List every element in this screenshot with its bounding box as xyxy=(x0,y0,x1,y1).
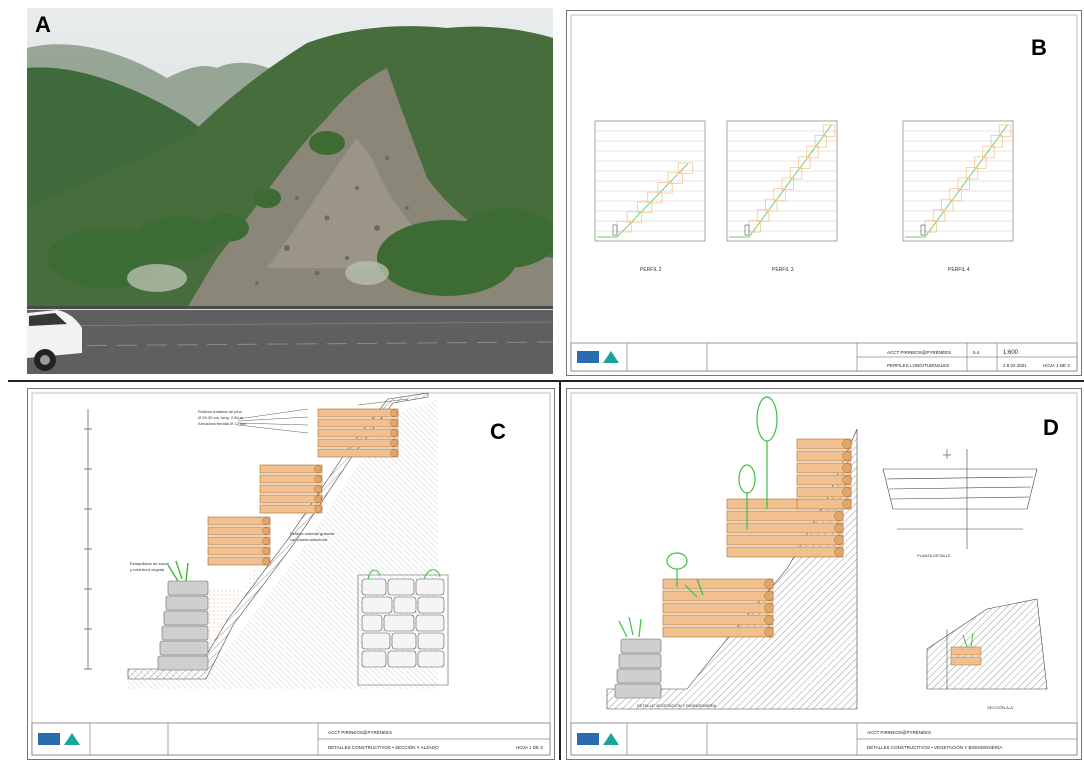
timber-log xyxy=(317,408,399,418)
profile-label: PERFIL 4 xyxy=(948,267,970,273)
title-block-d: ACCT PIRINEOS@PYRÉNÉES DETALLES CONSTRUC… xyxy=(570,722,1078,756)
timber-log xyxy=(662,614,774,626)
panel-a-photo: A xyxy=(27,8,553,374)
section-detail: SECCIÓN A-A' xyxy=(926,598,1048,710)
panel-c-drawing: Rollizos tratados de pino Ø 25-30 cm, lo… xyxy=(27,388,555,760)
panel-d-drawing: PLANTA DETALLE SECCIÓN A-A' DETALLE VEGE… xyxy=(566,388,1082,760)
vegetation-detail-drawing: PLANTA DETALLE SECCIÓN A-A' DETALLE VEGE… xyxy=(570,392,1078,756)
svg-text:Ø 25-30 cm, long. 2,50 m: Ø 25-30 cm, long. 2,50 m xyxy=(198,415,244,420)
title-block-b-project: ACCT PIRINEOS@PYRÉNÉES xyxy=(887,349,951,355)
profile-label: PERFIL 3 xyxy=(772,267,794,273)
panel-b-label: B xyxy=(1031,35,1047,60)
timber-log xyxy=(259,464,323,474)
svg-text:Rollizos tratados de pino: Rollizos tratados de pino xyxy=(198,409,243,414)
profile-plot: PERFIL 4 xyxy=(902,120,1014,273)
timber-log xyxy=(207,536,271,546)
svg-text:DETALLE VEGETACIÓN Y BIOINGENI: DETALLE VEGETACIÓN Y BIOINGENIERÍA xyxy=(637,703,717,708)
timber-log xyxy=(259,484,323,494)
car xyxy=(27,310,82,371)
svg-text:PLANTA DETALLE: PLANTA DETALLE xyxy=(917,553,951,558)
timber-log xyxy=(317,418,399,428)
title-block-c-project: ACCT PIRINEOS@PYRÉNÉES xyxy=(328,729,392,735)
timber-log xyxy=(317,438,399,448)
timber-log xyxy=(662,602,774,614)
timber-log xyxy=(726,510,844,522)
timber-log xyxy=(662,590,774,602)
timber-log xyxy=(207,526,271,536)
plan-detail xyxy=(882,449,1038,549)
title-block-c-drawing: DETALLES CONSTRUCTIVOS • SECCIÓN Y ALZAD… xyxy=(328,744,439,750)
timber-log xyxy=(259,474,323,484)
timber-log xyxy=(259,494,323,504)
timber-log xyxy=(726,546,844,558)
panel-d-label: D xyxy=(1043,415,1059,440)
title-block-b-scale: 1:600 xyxy=(1003,350,1019,356)
panel-c-label: C xyxy=(490,419,506,444)
title-block-b-sheet-count: HOJA 1 DE 3 xyxy=(1043,363,1070,368)
timber-log xyxy=(207,516,271,526)
svg-text:y cobertura vegetal: y cobertura vegetal xyxy=(130,567,164,572)
title-block-d-drawing: DETALLES CONSTRUCTIVOS • VEGETACIÓN Y BI… xyxy=(867,744,1002,750)
profile-label: PERFIL 2 xyxy=(640,267,662,273)
profile-plot: PERFIL 3 xyxy=(726,120,838,273)
timber-log xyxy=(726,534,844,546)
svg-text:con planta autóctona: con planta autóctona xyxy=(290,537,328,542)
landslide-photo xyxy=(27,8,553,374)
timber-log xyxy=(662,578,774,590)
section-elevation-drawing: Rollizos tratados de pino Ø 25-30 cm, lo… xyxy=(31,392,551,756)
separator-horizontal xyxy=(8,380,1084,382)
profiles-drawing: PERFIL 2 PERFIL 3 PERFIL 4 ACCT PIRINEOS@P… xyxy=(570,14,1078,372)
svg-text:SECCIÓN A-A': SECCIÓN A-A' xyxy=(987,705,1014,710)
title-block-b: ACCT PIRINEOS@PYRÉNÉES 5.4 1:600 PERFILE… xyxy=(570,342,1078,372)
title-block-b-drawing: PERFILES LONGITUDINALES xyxy=(887,363,949,368)
timber-log xyxy=(259,504,323,514)
title-block-b-sheet: 5.4 xyxy=(973,350,980,355)
stone-elevation xyxy=(357,569,449,686)
panel-a-label: A xyxy=(35,12,51,37)
title-block-d-project: ACCT PIRINEOS@PYRÉNÉES xyxy=(867,729,931,735)
panel-b-drawing: PERFIL 2 PERFIL 3 PERFIL 4 ACCT PIRINEOS@P… xyxy=(566,10,1082,376)
profile-plot: PERFIL 2 xyxy=(594,120,706,273)
title-block-c-sheet-count: HOJA 1 DE 3 xyxy=(516,745,543,750)
svg-text:Armadura ferralla Ø 12 mm: Armadura ferralla Ø 12 mm xyxy=(198,421,247,426)
svg-text:Estaquillado de sauce: Estaquillado de sauce xyxy=(130,561,170,566)
timber-log xyxy=(317,428,399,438)
separator-vertical xyxy=(559,380,561,760)
title-block-b-date: 2.8.02.2021 xyxy=(1003,363,1027,368)
timber-log xyxy=(317,448,399,458)
timber-log xyxy=(207,556,271,566)
timber-log xyxy=(207,546,271,556)
svg-text:Relleno material granular: Relleno material granular xyxy=(290,531,335,536)
timber-log xyxy=(662,626,774,638)
title-block-c: ACCT PIRINEOS@PYRÉNÉES DETALLES CONSTRUC… xyxy=(31,722,551,756)
timber-log xyxy=(726,522,844,534)
